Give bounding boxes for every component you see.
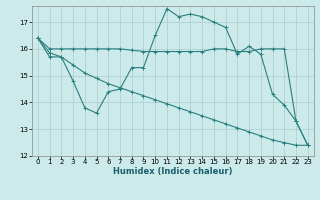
X-axis label: Humidex (Indice chaleur): Humidex (Indice chaleur) — [113, 167, 233, 176]
